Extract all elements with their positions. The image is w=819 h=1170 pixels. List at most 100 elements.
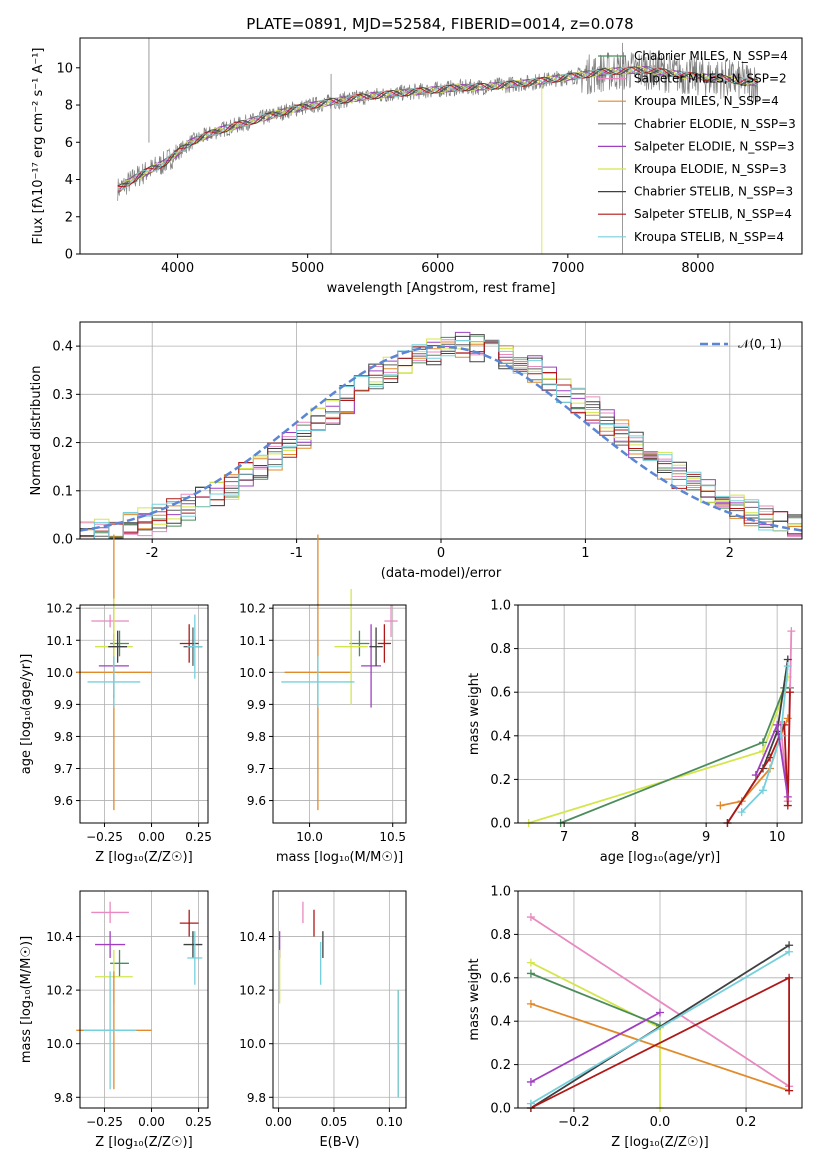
y-tick-label: 10.0 [239,1037,266,1051]
y-tick-label: 10.0 [239,666,266,680]
x-tick-label: 10.0 [296,830,323,844]
y-tick-label: 9.7 [247,762,266,776]
y-tick-label: 10.4 [239,930,266,944]
y-axis-label: mass [log₁₀(M/M☉)] [19,936,34,1063]
mass-weight-marker-salpeter_miles [787,627,796,636]
figure-title: PLATE=0891, MJD=52584, FIBERID=0014, z=0… [246,15,633,33]
x-tick-label: 0.2 [736,1115,757,1130]
y-tick-label: 0.6 [490,686,511,701]
mass-weight-line-chabrier_stelib [530,944,790,1109]
y-tick-label: 0.3 [52,388,73,403]
mass-weight-marker-salpeter_elodie [783,792,792,801]
y-tick-label: 0.8 [490,642,511,657]
x-tick-label: 7 [560,830,568,845]
y-tick-label: 1.0 [490,599,511,614]
age-vs-metallicity-panel: −0.25 0.00 0.25 9.6 9.7 9.8 9.9 10.0 10.1 10.2 Z [… [19,534,212,865]
x-tick-label: −0.2 [558,1115,590,1130]
hist-plot-area [80,331,802,539]
y-tick-label: 10.2 [239,984,266,998]
y-tick-label: 0.0 [490,817,511,832]
y-tick-label: 4 [65,173,73,188]
mass-weight-marker-chabrier_miles [526,969,535,978]
y-tick-label: 9.9 [247,698,266,712]
legend-label-salpeter_stelib: Salpeter STELIB, N_SSP=4 [634,207,792,221]
axes-frame [517,604,803,824]
x-axis-label: E(B-V) [319,1135,359,1150]
y-tick-label: 9.8 [247,730,266,744]
x-tick-label: 1 [581,546,589,561]
y-tick-label: 10.2 [239,602,266,616]
axes-frame [79,37,803,255]
y-tick-label: 10.1 [239,634,266,648]
x-tick-label: 7000 [551,261,584,276]
mass-weight-marker-salpeter_stelib [785,973,794,982]
x-tick-label: 0.10 [376,1115,403,1129]
y-axis-label: mass weight [467,673,482,755]
mass-weight-marker-salpeter_elodie [656,1008,664,1017]
y-tick-label: 0.8 [490,928,511,943]
y-tick-label: 0.4 [490,1015,511,1030]
histogram-kroupa_stelib [80,339,802,539]
mass-weight-marker-salpeter_stelib [783,801,792,810]
legend-label-chabrier_miles: Chabrier MILES, N_SSP=4 [634,49,788,63]
x-axis-label: mass [log₁₀(M/M☉)] [276,850,403,865]
mass-vs-metallicity-panel: −0.25 0.00 0.25 9.8 10.0 10.2 10.4 Z [log₁₀(Z/Z… [19,890,212,1150]
mass-weight-marker-kroupa_stelib [783,662,792,671]
mass-weight-marker-kroupa_miles [526,999,535,1008]
legend-label-kroupa_elodie: Kroupa ELODIE, N_SSP=3 [634,162,787,176]
x-axis-label: Z [log₁₀(Z/Z☉)] [611,1135,708,1150]
mass-weight-marker-kroupa_stelib [737,808,746,817]
mass-weight-line-kroupa_miles [530,1002,790,1092]
y-tick-label: 10.0 [46,666,73,680]
y-tick-label: 2 [65,210,73,225]
x-axis-label: (data-model)/error [381,566,502,581]
mass-weight-line-kroupa_stelib [530,951,790,1105]
y-tick-label: 9.6 [247,794,266,808]
y-tick-label: 0.2 [52,436,73,451]
y-tick-label: 9.9 [54,698,73,712]
x-tick-label: 5000 [291,261,324,276]
axes-frame [79,604,209,824]
mass-weight-marker-kroupa_elodie [526,958,535,967]
y-tick-label: 10.0 [46,1037,73,1051]
y-tick-label: 0.4 [52,340,73,355]
x-tick-label: 6000 [421,261,454,276]
x-tick-label: 10.5 [379,830,406,844]
axes-frame [517,890,803,1109]
y-tick-label: 10.2 [46,602,73,616]
mass-weight-marker-salpeter_miles [526,913,535,922]
mass-weight-line-salpeter_miles [530,916,790,1088]
x-axis-label: Z [log₁₀(Z/Z☉)] [95,1135,192,1150]
model-fit-salpeter_stelib [117,66,759,188]
y-axis-label: mass weight [467,958,482,1040]
mass-weight-marker-chabrier_miles [758,738,767,747]
legend-label-salpeter_miles: Salpeter MILES, N_SSP=2 [634,72,787,86]
y-tick-label: 0.0 [52,533,73,548]
axes-frame [79,321,803,540]
x-tick-label: 4000 [161,261,194,276]
age-vs-mass-panel: 10.0 10.5 9.6 9.7 9.8 9.9 10.0 10.1 10.2 mass [lo… [239,534,407,865]
x-tick-label: 0.0 [650,1115,671,1130]
x-axis-label: Z [log₁₀(Z/Z☉)] [95,850,192,865]
x-tick-label: 0.00 [265,1115,292,1129]
x-tick-label: -2 [146,546,159,561]
legend-label-chabrier_stelib: Chabrier STELIB, N_SSP=3 [634,185,793,199]
y-tick-label: 0 [65,248,73,263]
legend-label-normal: 𝒩(0, 1) [738,337,782,351]
mass-vs-extinction-panel: 0.00 0.05 0.10 9.8 10.0 10.2 10.4 E(B-V) [239,890,407,1150]
mass-weight-line-salpeter_elodie [530,1011,661,1083]
x-tick-label: 0.00 [138,1115,165,1129]
mass-weight-vs-metallicity-panel: −0.2 0.0 0.2 0.0 0.2 0.4 0.6 0.8 1.0 Z [log₁₀(Z/Z… [467,885,803,1150]
x-tick-label: 0.25 [185,1115,212,1129]
mass-weight-line-kroupa_elodie [530,961,661,1108]
x-tick-label: 8 [631,830,639,845]
y-tick-label: 0.1 [52,484,73,499]
spectrum-panel: 4000 5000 6000 7000 8000 0 2 4 6 8 10 wavelength [A… [31,37,803,296]
mass-weight-marker-kroupa_stelib [785,947,794,956]
mass-weight-marker-salpeter_elodie [773,720,782,729]
x-tick-label: 2 [726,546,734,561]
mass-weight-marker-salpeter_elodie [751,771,760,780]
x-tick-label: 0.05 [321,1115,348,1129]
mass-weight-line-kroupa_stelib [741,665,789,813]
